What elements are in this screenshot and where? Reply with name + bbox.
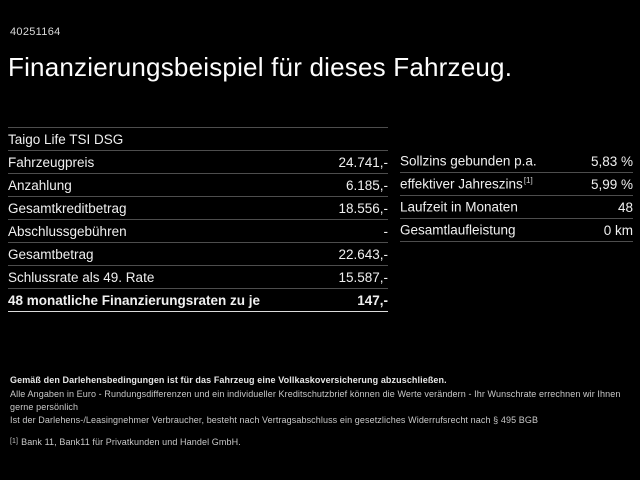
conditions-table: Sollzins gebunden p.a. 5,83 % effektiver… bbox=[400, 150, 633, 242]
legal-notes: Gemäß den Darlehensbedingungen ist für d… bbox=[10, 374, 632, 449]
row-label: Abschlussgebühren bbox=[8, 223, 127, 239]
disclaimer-line-2: Ist der Darlehens-/Leasingnehmer Verbrau… bbox=[10, 415, 539, 425]
row-value: 24.741,- bbox=[338, 154, 388, 170]
row-label: 48 monatliche Finanzierungsraten zu je bbox=[8, 292, 261, 308]
footnote-text: Bank 11, Bank11 für Privatkunden und Han… bbox=[21, 437, 241, 447]
table-row: Gesamtkreditbetrag 18.556,- bbox=[8, 197, 388, 220]
page-title: Finanzierungsbeispiel für dieses Fahrzeu… bbox=[8, 52, 513, 82]
table-row: effektiver Jahreszins[1] 5,99 % bbox=[400, 173, 633, 196]
row-label: Gesamtkreditbetrag bbox=[8, 200, 127, 216]
table-row: Sollzins gebunden p.a. 5,83 % bbox=[400, 150, 633, 173]
row-label: Sollzins gebunden p.a. bbox=[400, 153, 537, 169]
vehicle-model: Taigo Life TSI DSG bbox=[8, 131, 124, 147]
table-row: Gesamtbetrag 22.643,- bbox=[8, 243, 388, 266]
row-value: 0 km bbox=[603, 222, 633, 238]
footnote-marker: [1] bbox=[523, 176, 533, 186]
row-value: 48 bbox=[617, 199, 633, 215]
row-value: 5,99 % bbox=[590, 176, 633, 192]
row-label: Gesamtbetrag bbox=[8, 246, 94, 262]
row-label: Fahrzeugpreis bbox=[8, 154, 95, 170]
insurance-note: Gemäß den Darlehensbedingungen ist für d… bbox=[10, 375, 447, 385]
row-value: 147,- bbox=[357, 292, 388, 308]
vehicle-model-row: Taigo Life TSI DSG bbox=[8, 127, 388, 151]
row-value: 15.587,- bbox=[338, 269, 388, 285]
row-value: - bbox=[383, 223, 389, 239]
table-row: Fahrzeugpreis 24.741,- bbox=[8, 151, 388, 174]
row-label: Gesamtlaufleistung bbox=[400, 222, 516, 238]
bank-footnote: [1] Bank 11, Bank11 für Privatkunden und … bbox=[10, 435, 632, 449]
row-value: 22.643,- bbox=[338, 246, 388, 262]
table-row: Schlussrate als 49. Rate 15.587,- bbox=[8, 266, 388, 289]
row-value: 5,83 % bbox=[590, 153, 633, 169]
row-label: effektiver Jahreszins[1] bbox=[400, 176, 533, 192]
footnote-marker: [1] bbox=[10, 438, 19, 445]
offer-id: 40251164 bbox=[10, 26, 61, 38]
table-row: Gesamtlaufleistung 0 km bbox=[400, 219, 633, 242]
row-value: 6.185,- bbox=[345, 177, 388, 193]
monthly-rate-row: 48 monatliche Finanzierungsraten zu je 1… bbox=[8, 289, 388, 312]
disclaimer-line-1: Alle Angaben in Euro - Rundungsdifferenz… bbox=[10, 389, 621, 412]
financing-table: Taigo Life TSI DSG Fahrzeugpreis 24.741,… bbox=[8, 127, 388, 312]
table-row: Laufzeit in Monaten 48 bbox=[400, 196, 633, 219]
row-label: Anzahlung bbox=[8, 177, 72, 193]
row-label: Laufzeit in Monaten bbox=[400, 199, 518, 215]
row-label: Schlussrate als 49. Rate bbox=[8, 269, 155, 285]
row-value: 18.556,- bbox=[338, 200, 388, 216]
table-row: Abschlussgebühren - bbox=[8, 220, 388, 243]
table-row: Anzahlung 6.185,- bbox=[8, 174, 388, 197]
